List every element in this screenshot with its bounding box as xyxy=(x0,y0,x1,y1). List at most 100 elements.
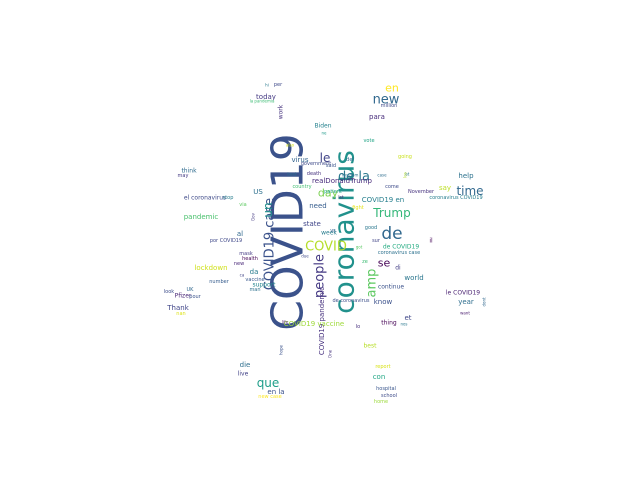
word-59: Pfizer xyxy=(175,293,192,300)
word-41: know xyxy=(374,298,393,306)
word-3: COVID19 case xyxy=(263,198,278,290)
word-30: need xyxy=(309,202,327,210)
word-14: day xyxy=(318,187,339,200)
word-57: look xyxy=(164,289,175,295)
word-6: COVID xyxy=(305,240,347,255)
word-5: people xyxy=(313,254,328,298)
word-96: ne xyxy=(322,131,328,136)
word-73: vaccine xyxy=(245,277,264,283)
word-106: case xyxy=(377,173,387,178)
word-53: school xyxy=(381,393,397,399)
word-54: said xyxy=(326,163,336,169)
word-22: vote xyxy=(363,138,374,144)
word-86: dont xyxy=(482,297,487,307)
word-2: de xyxy=(381,224,402,244)
word-9: en xyxy=(385,82,399,95)
word-65: coronavirus case xyxy=(378,250,420,256)
word-104: Gov xyxy=(251,212,256,221)
word-37: world xyxy=(404,274,423,282)
word-87: want xyxy=(460,311,470,316)
word-8: new xyxy=(373,93,400,108)
word-63: going xyxy=(398,154,412,160)
word-91: life xyxy=(282,320,289,325)
word-78: pour xyxy=(189,294,201,300)
word-69: country xyxy=(292,184,311,190)
word-44: le COVID19 xyxy=(446,290,480,297)
word-38: di xyxy=(395,265,401,272)
word-77: good xyxy=(365,225,377,231)
word-1: coronavirus xyxy=(328,150,361,314)
word-93: new xyxy=(234,261,244,267)
word-42: thing xyxy=(381,320,397,327)
word-81: patient xyxy=(324,189,342,195)
word-27: pandemic xyxy=(184,213,219,221)
word-23: help xyxy=(458,172,474,180)
word-10: time xyxy=(456,184,483,198)
word-109: One xyxy=(328,349,333,358)
word-12: un xyxy=(261,202,275,217)
word-90: come xyxy=(385,184,399,190)
word-110: due xyxy=(301,254,309,259)
word-32: US xyxy=(253,188,263,196)
word-66: por COVID19 xyxy=(210,238,242,244)
word-113: ze xyxy=(362,259,368,265)
word-18: work xyxy=(278,104,285,119)
word-50: en la xyxy=(267,388,284,396)
word-97: via xyxy=(239,202,246,208)
word-67: il xyxy=(429,238,433,245)
word-105: freedom xyxy=(342,173,359,178)
word-51: con xyxy=(373,373,386,381)
word-83: new case xyxy=(258,394,281,400)
word-79: man xyxy=(249,287,260,293)
word-60: number xyxy=(209,279,229,285)
word-101: nan xyxy=(176,311,185,317)
word-49: live xyxy=(238,371,249,378)
word-52: hospital xyxy=(376,386,396,392)
word-45: COVID19 vaccine xyxy=(284,320,344,328)
word-62: death xyxy=(307,171,321,177)
word-89: hope xyxy=(279,344,284,355)
word-17: today xyxy=(256,93,276,101)
word-11: Trump xyxy=(372,206,410,220)
word-64: think xyxy=(181,168,197,175)
word-82: la pandemia xyxy=(250,99,275,104)
word-100: may xyxy=(178,173,189,179)
word-19: para xyxy=(369,113,385,121)
word-15: que xyxy=(257,376,280,390)
word-92: de coronavirus xyxy=(332,298,369,304)
word-16: se xyxy=(378,257,391,270)
word-88: vs xyxy=(330,228,336,234)
word-99: let xyxy=(338,195,344,200)
word-98: also xyxy=(286,143,295,148)
word-40: year xyxy=(458,298,474,306)
word-31: state xyxy=(303,220,321,228)
word-94: per xyxy=(274,82,283,88)
word-84: November xyxy=(408,189,435,195)
word-20: million xyxy=(381,103,398,109)
word-28: el coronavirus xyxy=(184,195,226,202)
word-33: al xyxy=(237,230,243,238)
word-80: stop xyxy=(223,195,234,201)
word-43: continue xyxy=(378,284,404,291)
word-24: say xyxy=(439,184,451,192)
word-34: da xyxy=(250,268,259,276)
word-76: home xyxy=(374,399,388,405)
word-29: virus xyxy=(291,156,308,164)
word-58: UK xyxy=(187,287,195,293)
word-47: Thank xyxy=(166,304,189,312)
word-13: le xyxy=(320,151,331,165)
word-26: realDonaldTrump xyxy=(312,177,372,185)
word-48: die xyxy=(240,361,251,369)
word-25: COVID19 en xyxy=(362,196,404,204)
word-36: de COVID19 xyxy=(383,244,420,251)
word-95: hi xyxy=(265,83,269,88)
word-85: coronavirus COVID19 xyxy=(429,195,482,201)
word-0: COVID19 xyxy=(263,133,314,331)
word-68: government xyxy=(301,161,332,167)
word-46: lockdown xyxy=(194,264,227,272)
word-74: support xyxy=(252,282,276,289)
word-71: mask xyxy=(239,251,253,257)
word-35: COVID19 pandemic xyxy=(318,287,326,355)
word-7: amp xyxy=(365,269,380,298)
